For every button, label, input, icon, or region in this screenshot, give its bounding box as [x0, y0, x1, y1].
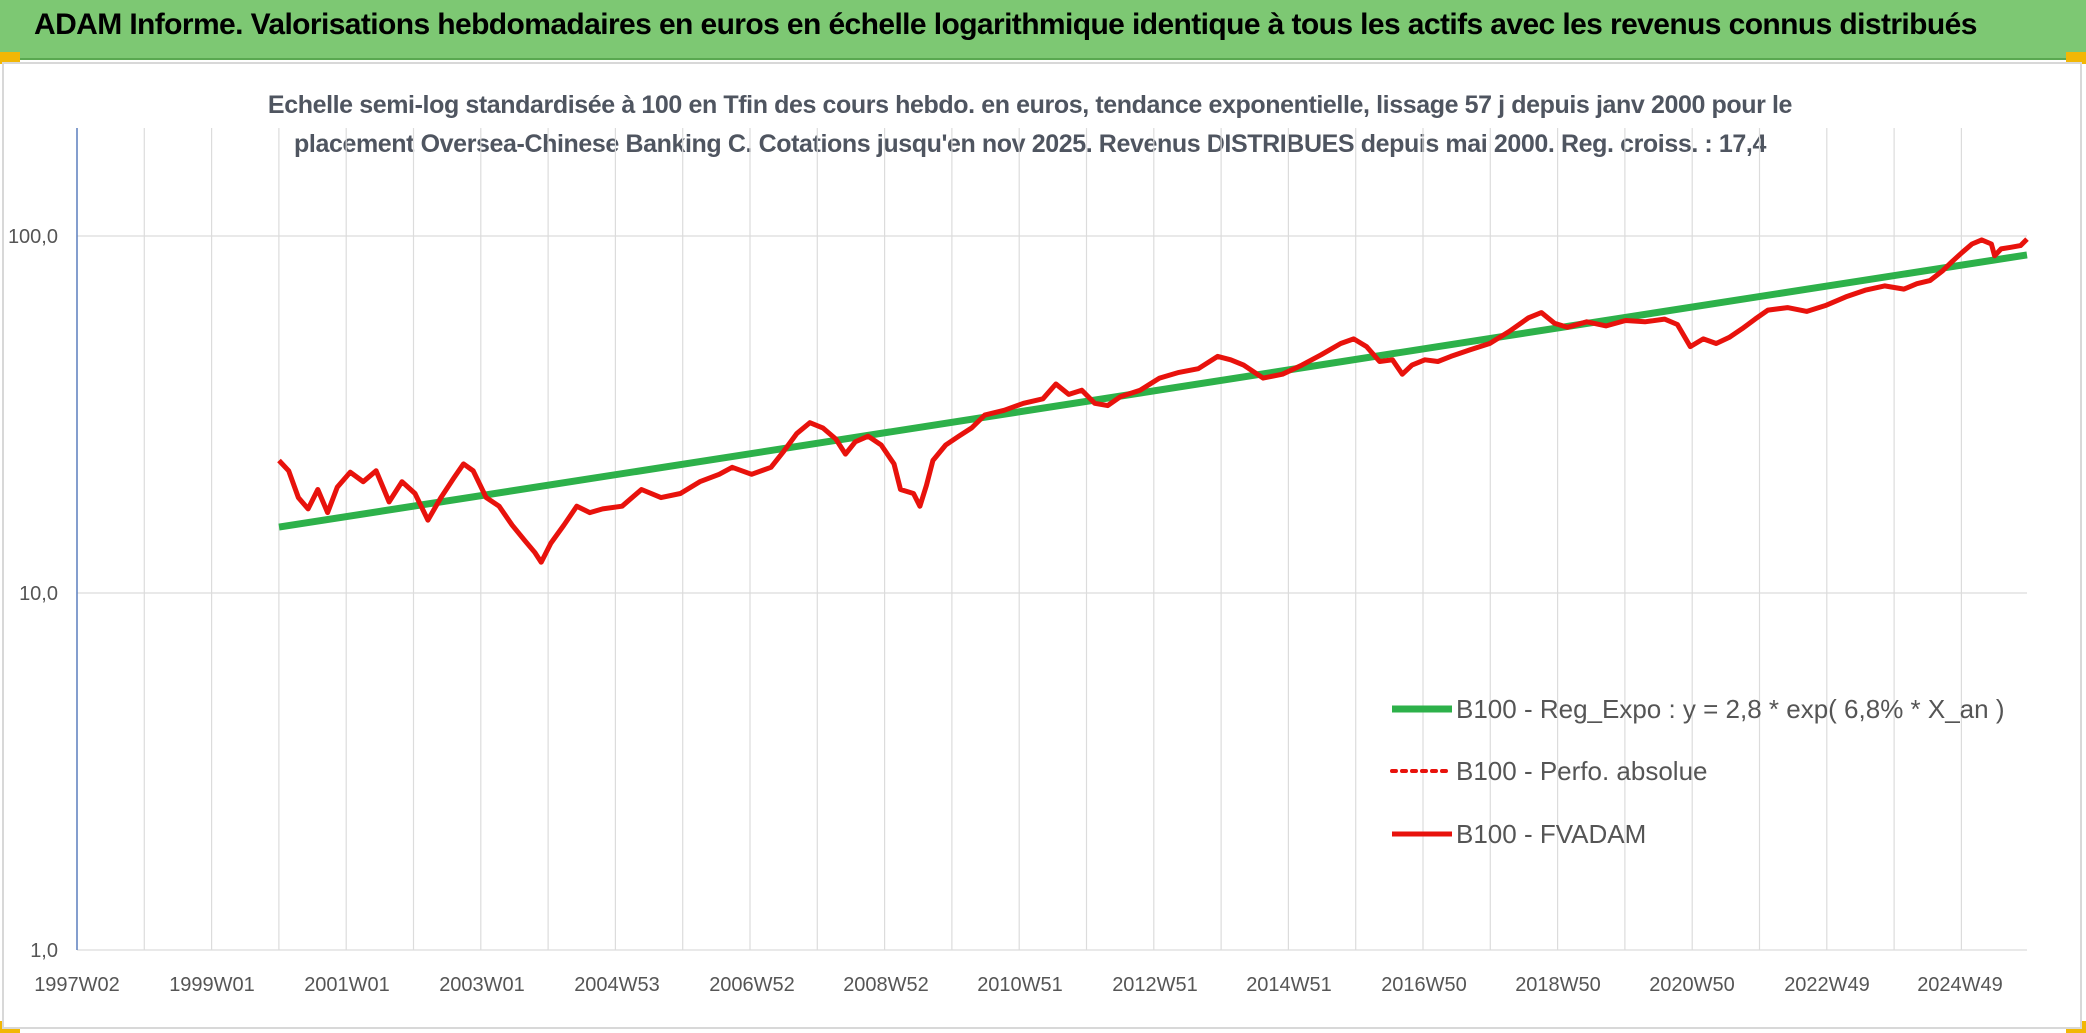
vertical-gridlines: [143, 128, 1963, 950]
x-tick-label: 2001W01: [304, 974, 390, 996]
x-tick-label: 2018W50: [1515, 974, 1601, 996]
y-tick-labels: 1,0 10,0 100,0: [8, 226, 58, 962]
chart-legend: B100 - Reg_Expo : y = 2,8 * exp( 6,8% * …: [1390, 694, 2005, 849]
corner-marker-top-right: [2066, 52, 2086, 64]
report-banner: ADAM Informe. Valorisations hebdomadaire…: [0, 0, 2086, 60]
chart-frame: [2, 62, 2082, 1029]
x-tick-label: 2024W49: [1917, 974, 2003, 996]
x-tick-label: 2020W50: [1649, 974, 1735, 996]
x-tick-label: 2014W51: [1246, 974, 1332, 996]
x-tick-label: 2004W53: [574, 974, 660, 996]
chart-title: Echelle semi-log standardisée à 100 en T…: [100, 86, 1960, 164]
x-tick-label: 2008W52: [843, 974, 929, 996]
x-tick-label: 2022W49: [1784, 974, 1870, 996]
legend-label: B100 - Reg_Expo : y = 2,8 * exp( 6,8% * …: [1456, 694, 2005, 724]
x-tick-label: 2012W51: [1112, 974, 1198, 996]
y-tick-label: 100,0: [8, 226, 58, 248]
y-tick-label: 1,0: [30, 940, 58, 962]
legend-label: B100 - FVADAM: [1456, 819, 1646, 849]
x-tick-labels: 1997W02 1999W01 2001W01 2003W01 2004W53 2006W…: [34, 974, 2003, 996]
chart-title-line-2: placement Oversea-Chinese Banking C. Cot…: [294, 130, 1766, 158]
chart-title-line-1: Echelle semi-log standardisée à 100 en T…: [267, 91, 1793, 119]
horizontal-gridlines: [77, 235, 2027, 951]
corner-marker-top-left: [0, 52, 20, 64]
series-fvadam-line: [277, 237, 2029, 565]
report-title: ADAM Informe. Valorisations hebdomadaire…: [34, 8, 1977, 41]
series-reg-expo-line: [278, 251, 2028, 531]
y-tick-label: 10,0: [19, 583, 58, 605]
x-tick-label: 2010W51: [977, 974, 1063, 996]
x-tick-label: 1997W02: [34, 974, 120, 996]
x-tick-label: 2003W01: [439, 974, 525, 996]
legend-label: B100 - Perfo. absolue: [1456, 756, 1708, 786]
x-tick-label: 1999W01: [169, 974, 255, 996]
x-tick-label: 2006W52: [709, 974, 795, 996]
x-tick-label: 2016W50: [1381, 974, 1467, 996]
